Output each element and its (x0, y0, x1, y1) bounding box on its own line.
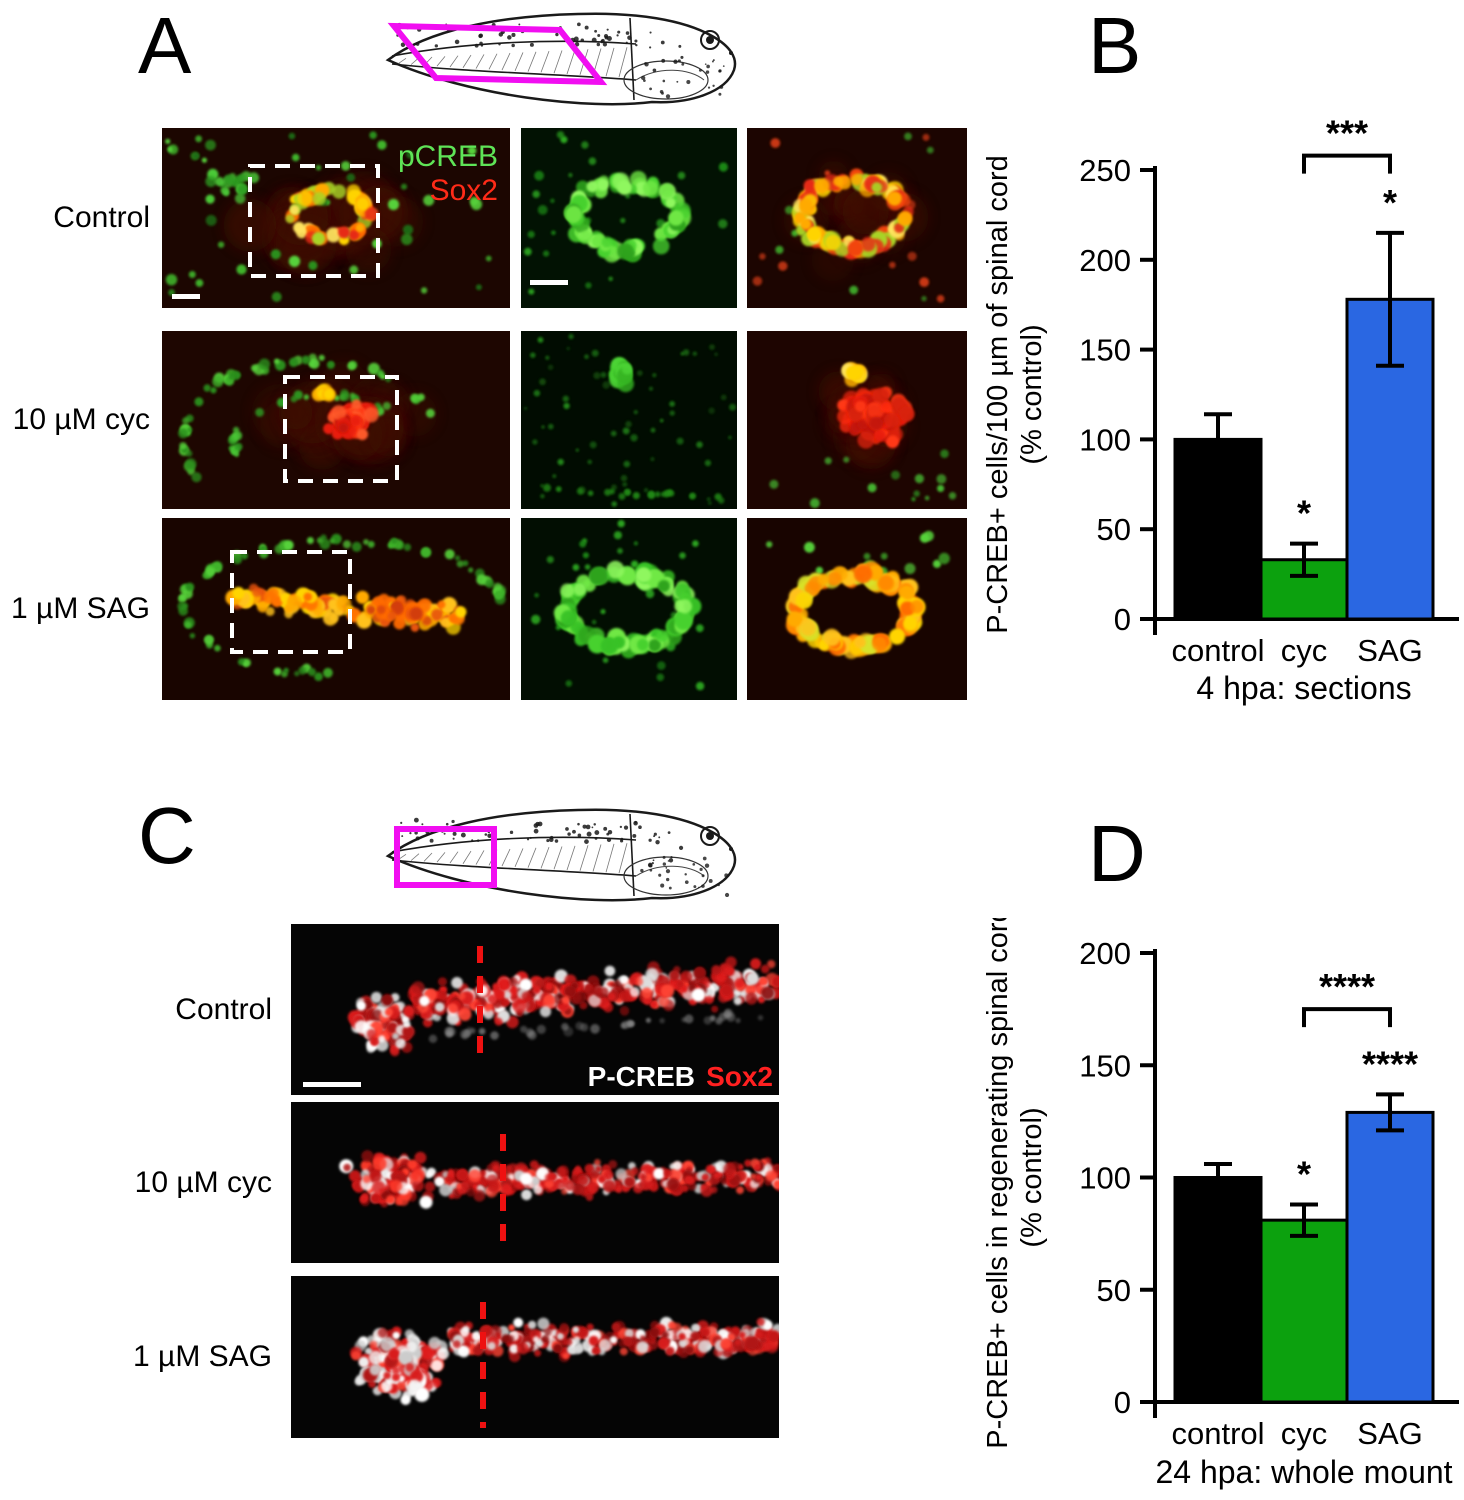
tadpole-drawing (385, 12, 737, 106)
x-tick-label: control (1171, 1416, 1264, 1451)
y-tick-label: 100 (1079, 1161, 1131, 1196)
tadpole-schematic-c (378, 796, 758, 914)
panel-a-letter: A (138, 1, 192, 90)
y-axis-label-line2: (% control) (1016, 1107, 1048, 1247)
micrograph-canvas (747, 331, 967, 509)
micrograph-a-control-green (521, 128, 737, 308)
bar-control (1173, 1176, 1263, 1404)
micrograph-canvas (162, 518, 510, 700)
tadpole-eye (700, 826, 720, 846)
micrograph-canvas (521, 518, 737, 700)
significance-label: *** (1326, 118, 1368, 154)
axis-caption: 24 hpa: whole mount (1155, 1454, 1452, 1490)
tadpole-drawing (385, 808, 737, 902)
scale-bar (172, 294, 200, 299)
tadpole-eye (700, 30, 720, 50)
panel-a-row-label-control: Control (53, 201, 150, 234)
y-axis-label-line1: P-CREB+ cells/100 µm of spinal cord (985, 155, 1014, 634)
y-tick-label: 250 (1079, 153, 1131, 188)
bar-SAG (1345, 1110, 1435, 1404)
micrograph-canvas (291, 1276, 779, 1438)
y-tick-label: 50 (1097, 1273, 1131, 1308)
significance-bracket (1302, 1007, 1392, 1028)
significance-star: **** (1362, 1043, 1418, 1084)
micrograph-a-cyc-merge-zoom (747, 331, 967, 509)
micrograph-a-sag-merge-zoom (747, 518, 967, 700)
channel-label: P-CREB (588, 1061, 695, 1092)
micrograph-a-cyc-merge (162, 331, 510, 509)
roi-dashed-box (230, 550, 352, 654)
y-tick-label: 0 (1114, 602, 1131, 637)
y-tick-label: 200 (1079, 936, 1131, 971)
micrograph-canvas: P-CREB Sox2 (291, 924, 779, 1095)
wholemount-c-cyc (291, 1102, 779, 1263)
micrograph-canvas (747, 518, 967, 700)
significance-star: * (1297, 1153, 1311, 1194)
roi-dashed-box (248, 164, 380, 278)
micrograph-canvas (162, 331, 510, 509)
panel-b-letter: B (1088, 1, 1142, 90)
axis-caption: 4 hpa: sections (1196, 670, 1411, 706)
micrograph-a-control-merge-zoom (747, 128, 967, 308)
micrograph-canvas (747, 128, 967, 308)
panel-c-letter: C (138, 791, 196, 880)
y-tick-label: 150 (1079, 333, 1131, 368)
roi-dashed-box (283, 375, 399, 483)
panel-d-letter: D (1088, 809, 1146, 898)
panel-c-row-label-control: Control (175, 992, 272, 1026)
x-tick-label: SAG (1357, 1416, 1422, 1451)
channel-label: pCREB (398, 140, 498, 173)
panel-c-row-label-cyc: 10 µM cyc (134, 1165, 272, 1199)
roi-outline (387, 22, 608, 86)
channel-label: Sox2 (430, 174, 498, 207)
wholemount-c-sag (291, 1276, 779, 1438)
tadpole-schematic-a (378, 0, 758, 118)
panel-a-row-label-sag: 1 µM SAG (11, 592, 150, 625)
panel-c-row-label-sag: 1 µM SAG (133, 1340, 272, 1373)
y-tick-label: 150 (1079, 1048, 1131, 1083)
y-tick-label: 100 (1079, 422, 1131, 457)
panel-a-row-label-cyc: 10 µM cyc (12, 403, 150, 436)
y-tick-label: 50 (1097, 512, 1131, 547)
significance-label: **** (1319, 966, 1375, 1007)
scale-bar (303, 1082, 361, 1087)
channel-label: Sox2 (706, 1061, 773, 1092)
micrograph-a-control-merge: pCREB Sox2 (162, 128, 510, 308)
micrograph-canvas (521, 331, 737, 509)
x-tick-label: cyc (1281, 1416, 1328, 1451)
micrograph-a-cyc-green (521, 331, 737, 509)
significance-star: * (1383, 182, 1397, 223)
roi-outline (394, 826, 497, 888)
micrograph-canvas (521, 128, 737, 308)
y-tick-label: 200 (1079, 243, 1131, 278)
micrograph-canvas (291, 1102, 779, 1263)
scale-bar (530, 280, 568, 285)
y-axis-label-line2: (% control) (1016, 324, 1048, 464)
significance-bracket (1302, 153, 1392, 174)
micrograph-a-sag-merge (162, 518, 510, 700)
micrograph-a-sag-green (521, 518, 737, 700)
significance-star: * (1297, 493, 1311, 534)
y-axis-label-line1: P-CREB+ cells in regenerating spinal cor… (985, 918, 1014, 1449)
bar-cyc (1259, 1218, 1349, 1404)
y-tick-label: 0 (1114, 1385, 1131, 1420)
x-tick-label: control (1171, 633, 1264, 668)
x-tick-label: cyc (1281, 633, 1328, 668)
bar-control (1173, 437, 1263, 621)
wholemount-c-control: P-CREB Sox2 (291, 924, 779, 1095)
x-tick-label: SAG (1357, 633, 1422, 668)
